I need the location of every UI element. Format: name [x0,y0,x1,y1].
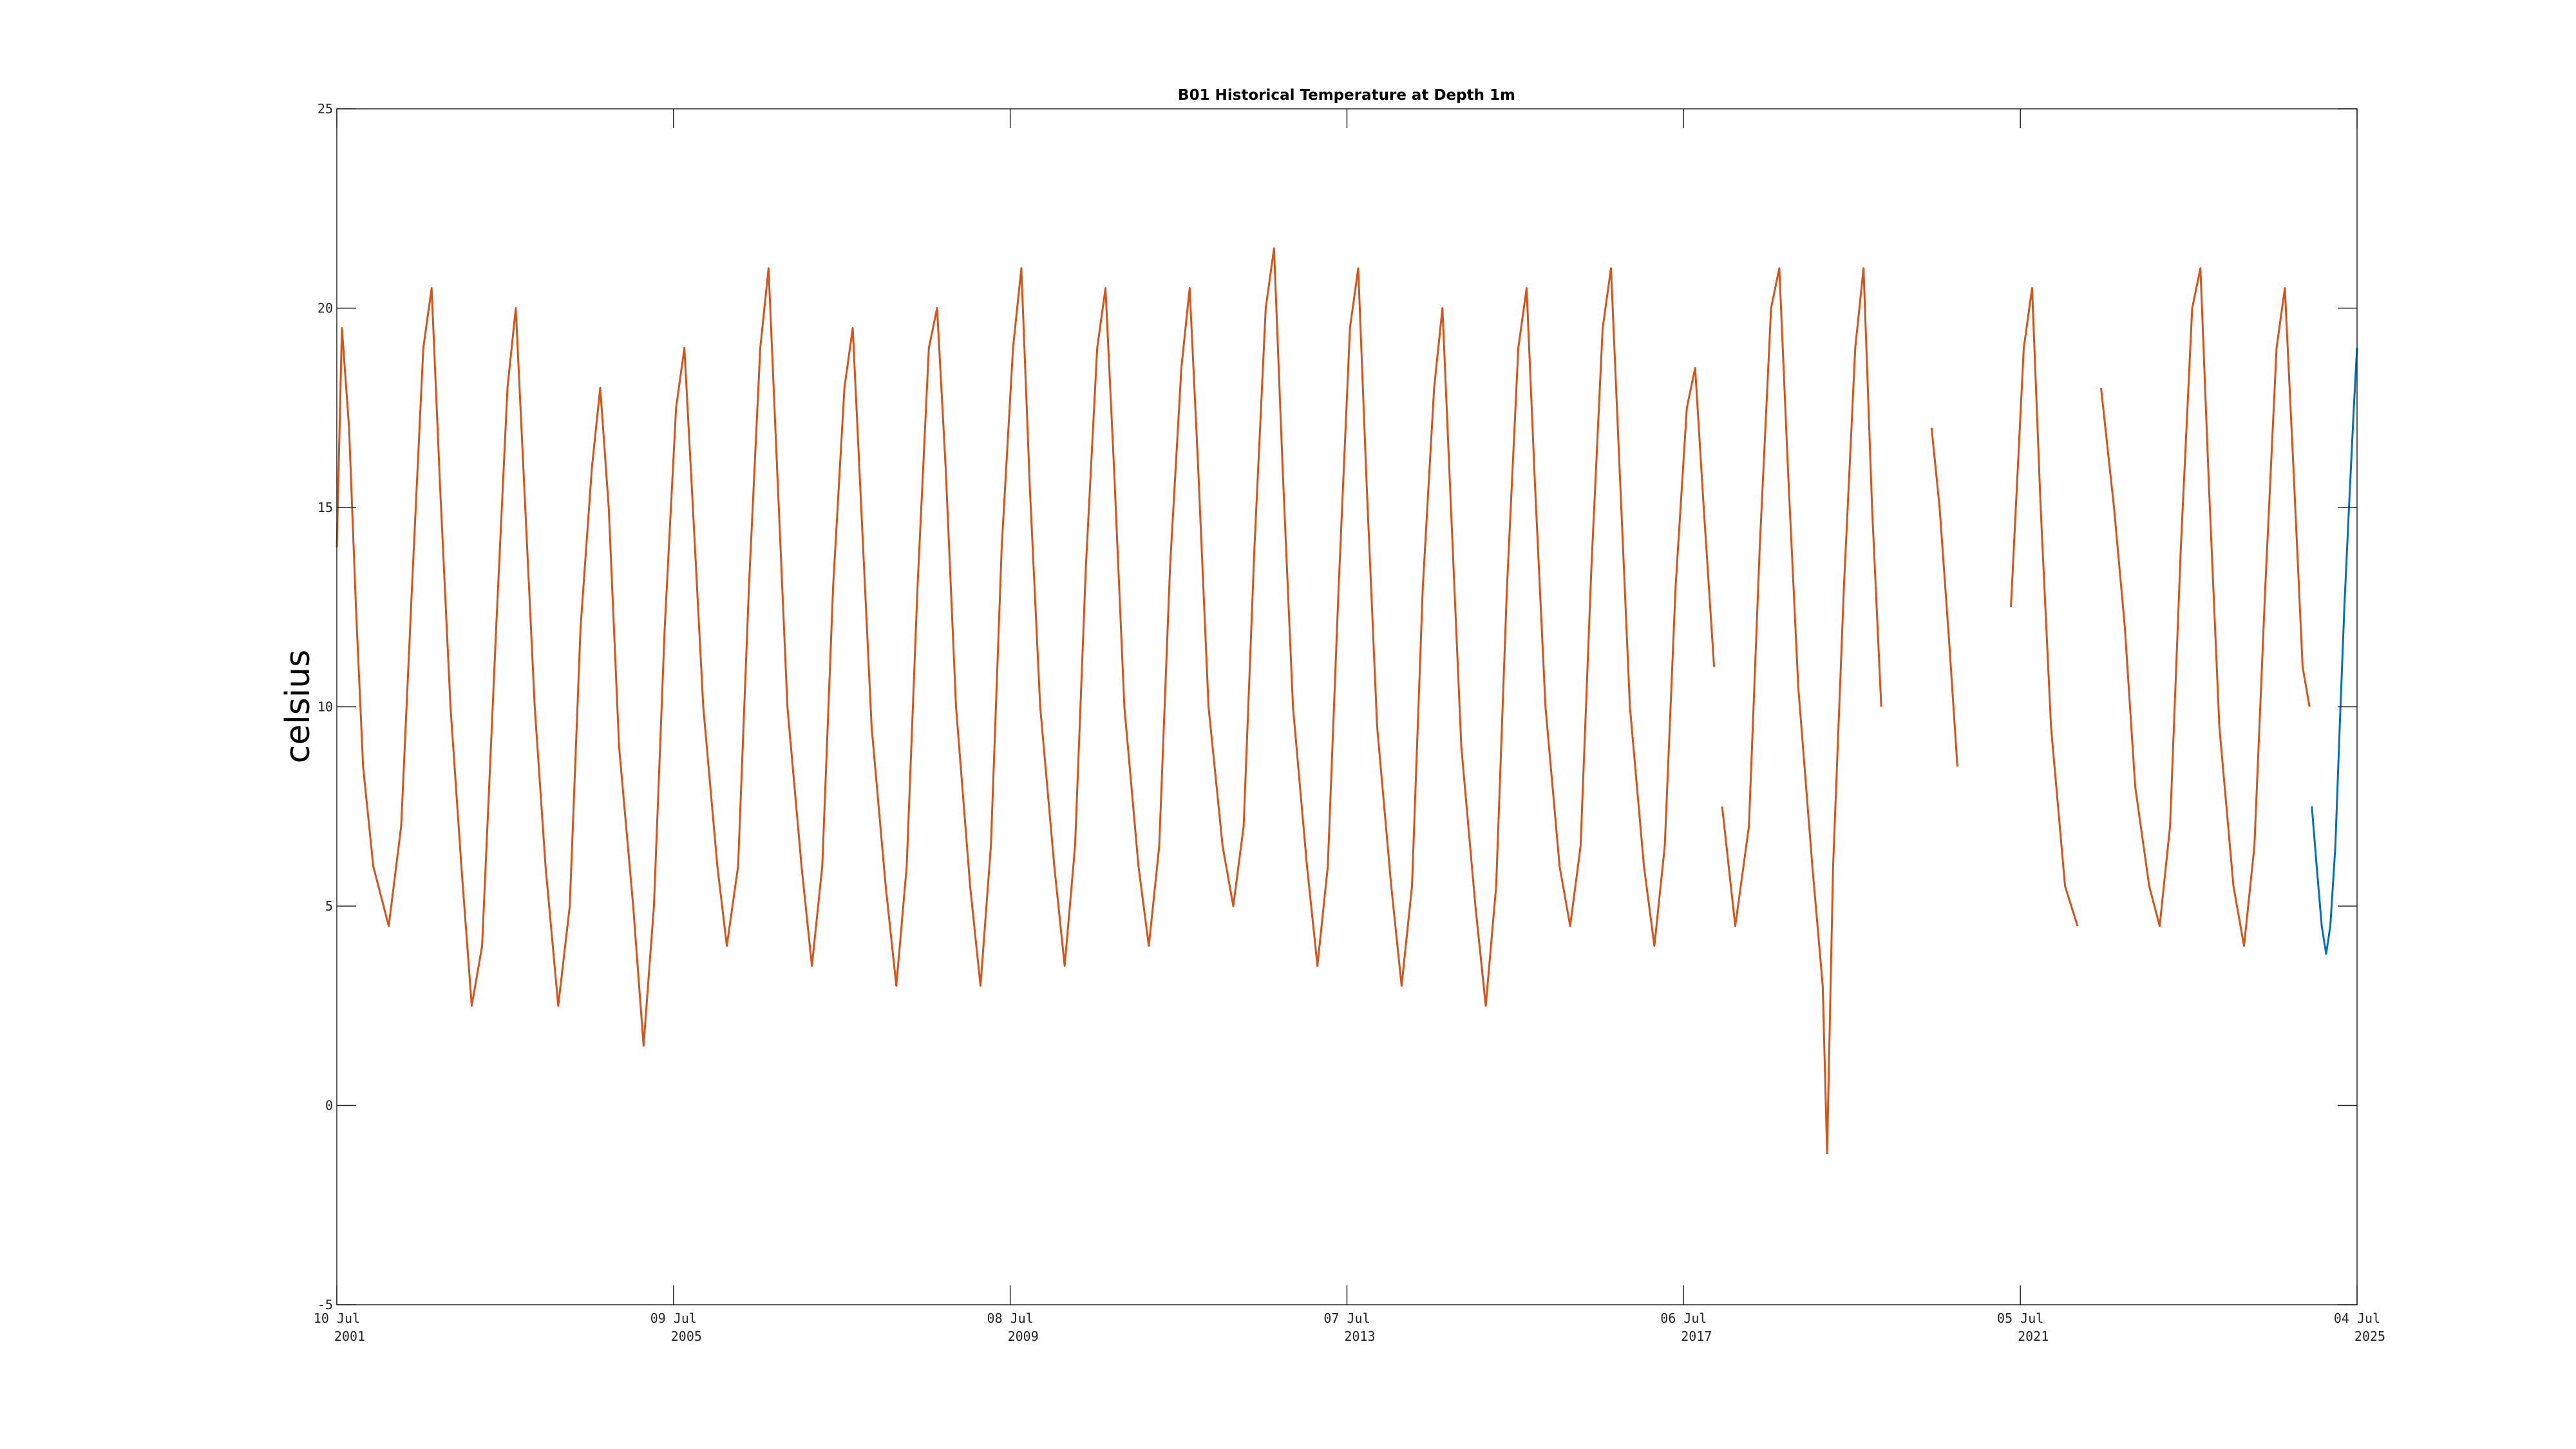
x-tick-label-date: 08 Jul [987,1311,1034,1326]
x-tick-label-date: 04 Jul [2334,1311,2380,1326]
y-axis: -5 0 5 10 15 20 25 [317,101,2357,1312]
chart-title: B01 Historical Temperature at Depth 1m [1178,87,1515,104]
y-tick-label: 20 [317,301,333,316]
x-tick-label-date: 05 Jul [1997,1311,2043,1326]
x-tick-label-year: 2021 [2018,1329,2049,1344]
y-tick-label: 25 [317,101,333,117]
y-tick-label: 5 [325,898,333,914]
x-tick-label-year: 2005 [671,1329,702,1344]
x-tick-label-year: 2013 [1344,1329,1375,1344]
x-tick-label-date: 09 Jul [650,1311,697,1326]
x-tick-label-date: 10 Jul [314,1311,360,1326]
y-tick-label: 15 [317,500,333,515]
y-tick-label: -5 [317,1297,333,1312]
x-tick-label-year: 2009 [1008,1329,1039,1344]
x-tick-label-year: 2025 [2354,1329,2385,1344]
x-tick-label-date: 07 Jul [1323,1311,1370,1326]
y-tick-label: 10 [317,699,333,715]
x-tick-label-date: 06 Jul [1660,1311,1707,1326]
y-axis-label: celsius [279,650,317,764]
x-tick-label-year: 2017 [1681,1329,1712,1344]
x-tick-label-year: 2001 [334,1329,365,1344]
series-line-1 [336,247,2311,1155]
y-tick-label: 0 [325,1098,333,1113]
series-line-2 [2311,348,2358,955]
plot-lines [336,247,2358,1155]
